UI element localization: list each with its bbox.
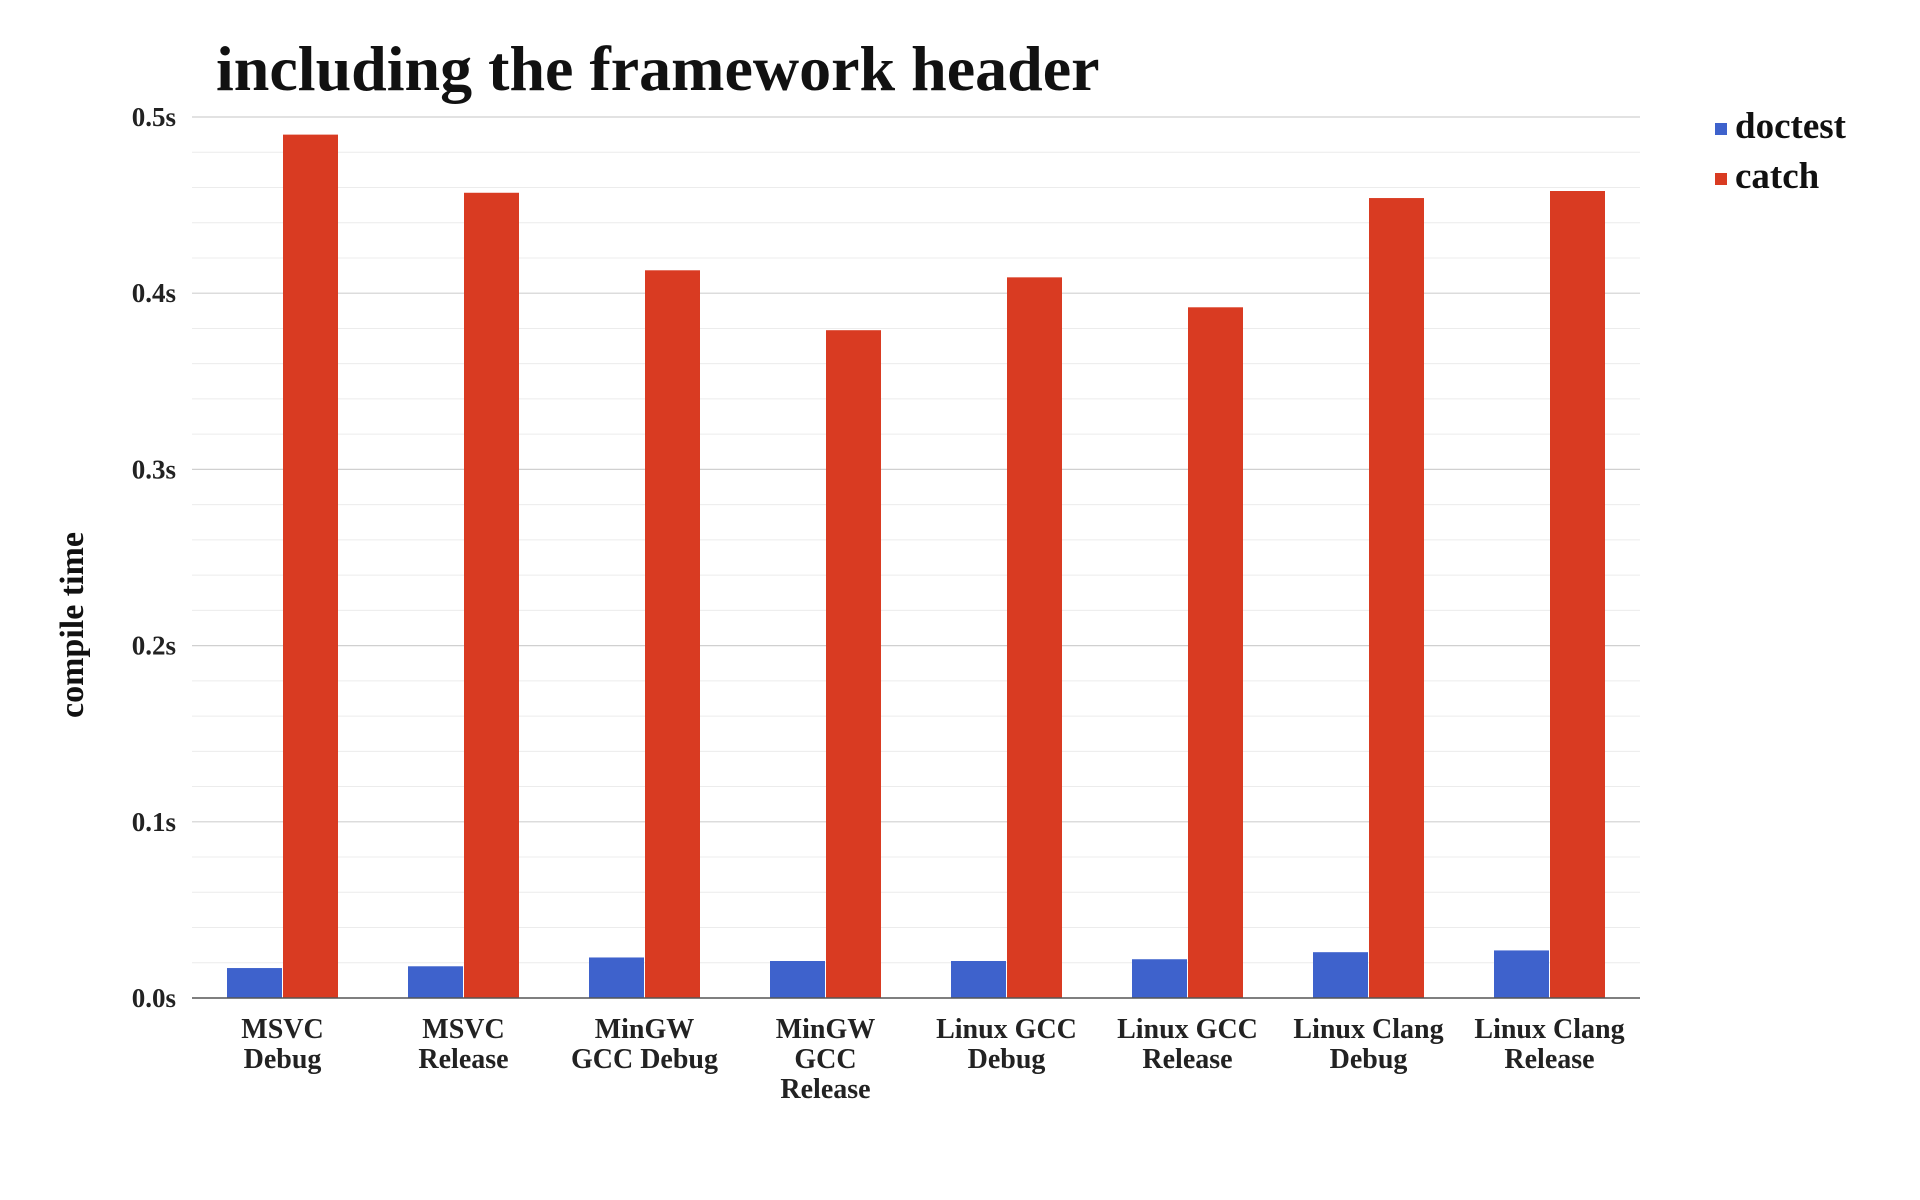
bar-doctest xyxy=(589,957,644,998)
y-tick-label: 0.0s xyxy=(132,983,176,1013)
bar-doctest xyxy=(1132,959,1187,998)
x-tick-label: MSVC Debug xyxy=(241,1014,323,1075)
x-tick-label: MSVC Release xyxy=(418,1014,508,1075)
x-tick-label: Linux GCC Release xyxy=(1117,1014,1258,1075)
x-tick-label: MinGW GCC Debug xyxy=(571,1014,718,1075)
bar-doctest xyxy=(770,960,825,998)
x-tick-label: Linux Clang Debug xyxy=(1293,1014,1443,1075)
chart-title: including the framework header xyxy=(216,33,1100,104)
bar-doctest xyxy=(408,966,463,998)
y-tick-label: 0.4s xyxy=(132,278,176,308)
bar-catch xyxy=(1007,277,1062,998)
bars xyxy=(227,134,1605,999)
legend: doctest catch xyxy=(1715,106,1847,197)
y-axis-label: compile time xyxy=(54,532,91,718)
y-tick-label: 0.2s xyxy=(132,631,176,661)
legend-label-catch: catch xyxy=(1735,156,1820,197)
bar-catch xyxy=(645,270,700,998)
y-axis-ticks: 0.0s 0.1s 0.2s 0.3s 0.4s 0.5s xyxy=(132,102,176,1013)
bar-catch xyxy=(464,192,519,999)
bar-doctest xyxy=(227,968,282,998)
x-tick-label: MinGW GCC Release xyxy=(776,1014,876,1105)
legend-swatch-doctest xyxy=(1715,123,1727,135)
x-axis-categories: MSVC Debug MSVC Release MinGW GCC Debug MinGW G… xyxy=(241,1014,1624,1105)
bar-doctest xyxy=(1313,952,1368,998)
bar-catch xyxy=(1188,307,1243,998)
y-tick-label: 0.1s xyxy=(132,807,176,837)
bar-doctest xyxy=(1494,950,1549,998)
bar-catch xyxy=(1369,198,1424,998)
y-tick-label: 0.3s xyxy=(132,454,176,484)
bar-catch xyxy=(1550,191,1605,998)
x-tick-label: Linux Clang Release xyxy=(1474,1014,1624,1075)
bar-catch xyxy=(826,330,881,998)
y-tick-label: 0.5s xyxy=(132,102,176,132)
x-tick-label: Linux GCC Debug xyxy=(936,1014,1077,1075)
legend-swatch-catch xyxy=(1715,173,1727,185)
bar-catch xyxy=(283,134,338,998)
bar-doctest xyxy=(951,960,1006,998)
legend-label-doctest: doctest xyxy=(1735,106,1847,147)
